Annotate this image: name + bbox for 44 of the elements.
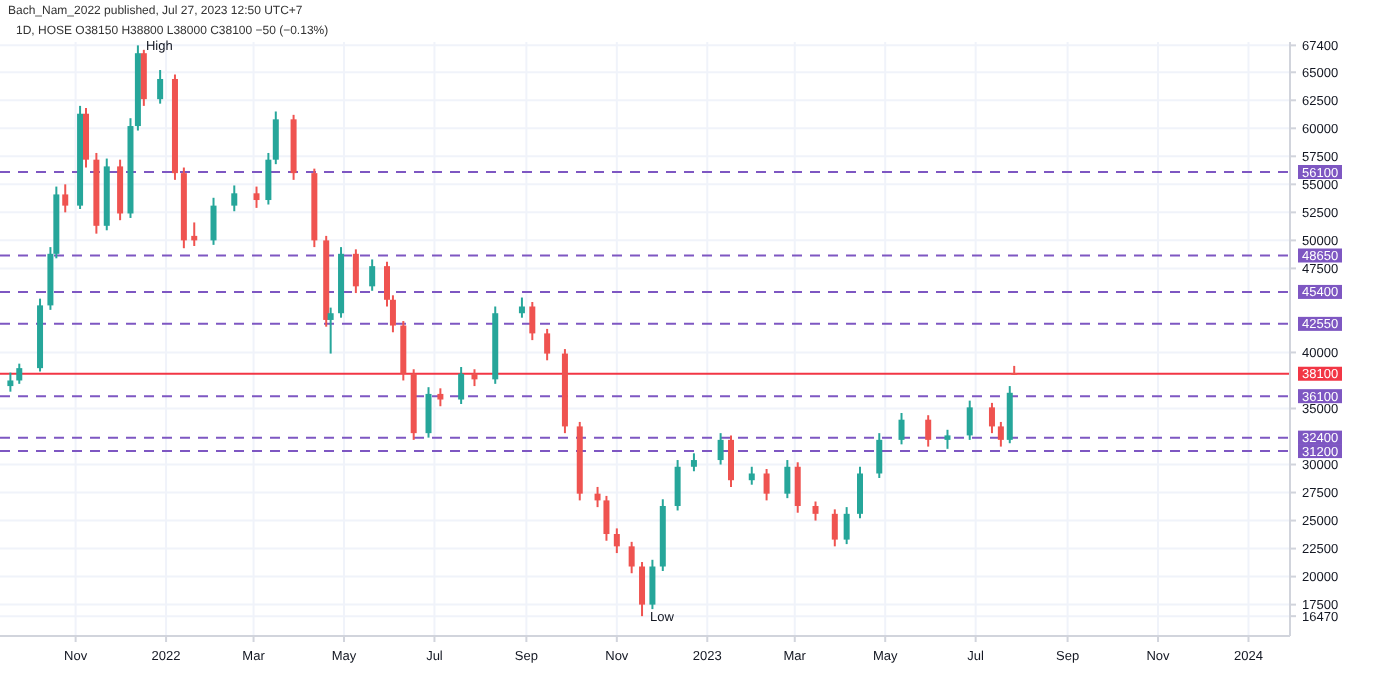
candlestick [62, 183, 69, 214]
candlestick [369, 258, 376, 292]
candlestick [843, 506, 850, 546]
candlestick [16, 362, 23, 385]
candlestick [639, 561, 646, 618]
candlestick [628, 540, 635, 575]
candlestick [831, 508, 838, 548]
candlestick [728, 434, 734, 488]
candlestick [603, 494, 610, 542]
candlestick [425, 386, 432, 439]
candlestick [857, 465, 863, 520]
candlestick [649, 558, 656, 611]
candlestick [944, 428, 951, 450]
candlestick [763, 468, 770, 502]
candlestick [717, 432, 724, 466]
candlestick [210, 196, 217, 246]
candlestick [966, 399, 973, 441]
candlestick [794, 461, 801, 514]
candlestick [594, 485, 601, 509]
candlestick [1006, 385, 1013, 445]
candlestick [997, 420, 1004, 448]
candlestick [925, 414, 932, 448]
candlestick [7, 371, 14, 393]
candlestick [544, 327, 551, 362]
candlestick [253, 185, 260, 209]
candlestick [876, 432, 883, 479]
candlestick [265, 151, 272, 206]
candlestick [117, 158, 124, 222]
candlestick [231, 184, 238, 213]
candlestick [784, 459, 791, 500]
candlestick [812, 500, 819, 522]
candlestick [272, 110, 279, 166]
candlestick [458, 366, 465, 405]
candlestick [83, 107, 89, 169]
candlestick [529, 301, 536, 342]
candlestick [157, 69, 164, 105]
candlestick [518, 296, 525, 319]
candlestick [327, 306, 334, 355]
candlestick [140, 48, 147, 107]
candlestick [898, 411, 905, 446]
candlestick [988, 401, 995, 435]
candlestick [674, 459, 681, 512]
candlestick [352, 248, 359, 295]
candlestick [613, 527, 620, 555]
